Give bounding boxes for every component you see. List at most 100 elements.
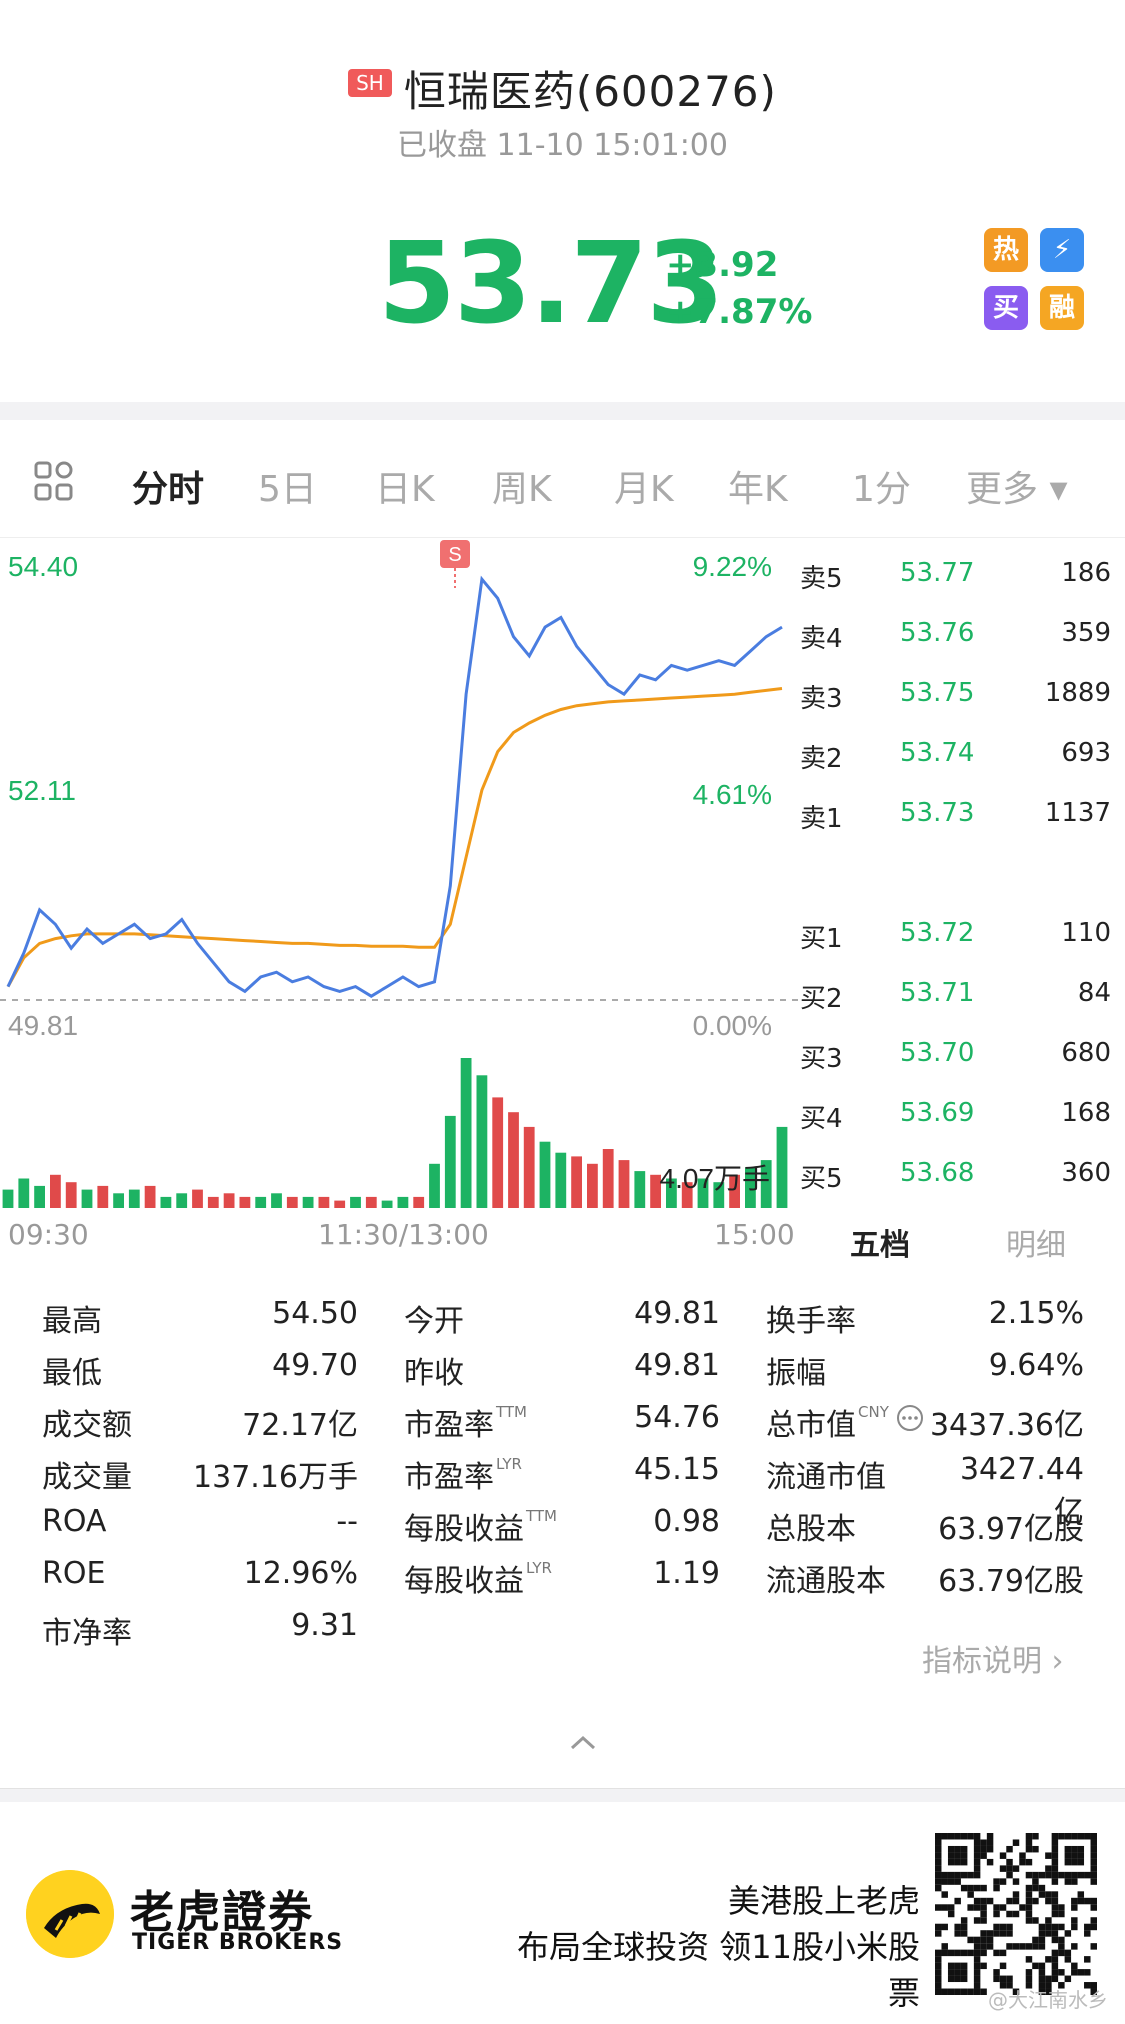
stat-label: 市净率 xyxy=(42,1616,132,1651)
volume-bar xyxy=(776,1126,788,1208)
stat-value: 9.64% xyxy=(988,1348,1084,1383)
stat-label: 换手率 xyxy=(766,1304,856,1339)
volume-bar xyxy=(397,1196,409,1208)
ask-qty: 693 xyxy=(1061,738,1111,768)
volume-bar xyxy=(523,1126,535,1208)
lightning-icon[interactable]: ⚡ xyxy=(1040,228,1084,272)
ask-qty: 359 xyxy=(1061,618,1111,648)
hot-icon[interactable]: 热 xyxy=(984,228,1028,272)
bid-price: 53.72 xyxy=(900,918,975,948)
volume-bar xyxy=(602,1149,614,1208)
bid-price: 53.69 xyxy=(900,1098,975,1128)
layout-grid-icon[interactable] xyxy=(34,461,74,501)
buy-icon[interactable]: 买 xyxy=(984,286,1028,330)
bid-price: 53.68 xyxy=(900,1158,975,1188)
volume-bar xyxy=(650,1174,661,1208)
ask-price: 53.73 xyxy=(900,798,975,828)
ask-row: 卖2 53.74 693 xyxy=(800,738,1125,778)
intraday-chart[interactable]: S 54.40 52.11 49.81 9.22% 4.61% 0.00% 4.… xyxy=(0,540,800,1220)
volume-bar xyxy=(555,1152,567,1208)
volume-bar xyxy=(34,1185,45,1208)
tab-yearly-k[interactable]: 年K xyxy=(728,469,788,510)
tab-trade-detail[interactable]: 明细 xyxy=(1006,1228,1066,1263)
bid-row: 买1 53.72 110 xyxy=(800,918,1125,958)
market-badge: SH xyxy=(348,68,392,97)
stat-value: 54.76 xyxy=(634,1400,720,1435)
stat-value: 0.98 xyxy=(653,1504,720,1539)
ad-tagline: 美港股上老虎 xyxy=(727,1882,920,1920)
watermark: @大江南水乡 xyxy=(988,1988,1108,2012)
volume-bar xyxy=(745,1167,756,1208)
tab-more[interactable]: 更多 ▾ xyxy=(966,469,1068,510)
stat-label: 最高 xyxy=(42,1304,102,1339)
volume-bar xyxy=(350,1196,361,1208)
tab-five-levels[interactable]: 五档 xyxy=(850,1228,910,1263)
tab-daily-k[interactable]: 日K xyxy=(375,469,435,510)
more-info-icon[interactable] xyxy=(896,1404,924,1432)
order-book: 卖5 53.77 186 卖4 53.76 359 卖3 53.75 1889 卖2 53.7… xyxy=(800,540,1125,1220)
ad-promo: 布局全球投资 领11股小米股票 xyxy=(517,1928,920,2012)
margin-icon[interactable]: 融 xyxy=(1040,286,1084,330)
indicator-help-link[interactable]: 指标说明 › xyxy=(922,1644,1064,1679)
volume-bar xyxy=(476,1075,488,1208)
ask-price: 53.76 xyxy=(900,618,975,648)
stat-value: 49.81 xyxy=(634,1296,720,1331)
volume-bar xyxy=(429,1163,440,1208)
volume-bar xyxy=(255,1196,267,1208)
stat-label: 总市值 CNY xyxy=(766,1403,889,1443)
bid-row: 买3 53.70 680 xyxy=(800,1038,1125,1078)
bid-level: 买1 xyxy=(800,924,843,954)
chart-period-tabs xyxy=(0,420,1125,538)
bid-price: 53.70 xyxy=(900,1038,975,1068)
stat-label: 今开 xyxy=(404,1304,464,1339)
volume-bar xyxy=(65,1182,77,1208)
ask-price: 53.77 xyxy=(900,558,975,588)
stat-label: 每股收益 LYR xyxy=(404,1559,552,1599)
stat-value: 12.96% xyxy=(243,1556,358,1591)
volume-bar xyxy=(571,1156,582,1208)
stat-value: 63.79亿股 xyxy=(938,1564,1084,1599)
stat-value: 2.15% xyxy=(988,1296,1084,1331)
stat-value: 3437.36亿 xyxy=(929,1408,1084,1443)
volume-bar xyxy=(492,1097,504,1208)
volume-bar xyxy=(144,1185,156,1208)
bid-qty: 360 xyxy=(1061,1158,1111,1188)
section-divider xyxy=(0,402,1125,420)
footer-divider xyxy=(0,1788,1125,1802)
bid-qty: 84 xyxy=(1077,978,1111,1008)
stat-value: 54.50 xyxy=(272,1296,358,1331)
stat-label: ROA xyxy=(42,1504,107,1539)
ask-qty: 1889 xyxy=(1044,678,1111,708)
ask-qty: 186 xyxy=(1061,558,1111,588)
ask-level: 卖2 xyxy=(800,744,843,774)
tab-1min[interactable]: 1分 xyxy=(852,469,911,510)
stat-label: 市盈率 LYR xyxy=(404,1455,522,1495)
volume-bar xyxy=(223,1193,235,1208)
tab-monthly-k[interactable]: 月K xyxy=(614,469,674,510)
pct-axis-high: 9.22% xyxy=(693,551,772,582)
tab-intraday[interactable]: 分时 xyxy=(132,469,205,510)
ask-level: 卖1 xyxy=(800,804,843,834)
stat-value: 1.19 xyxy=(653,1556,720,1591)
tab-5day[interactable]: 5日 xyxy=(258,469,317,510)
volume-bar xyxy=(508,1112,519,1208)
volume-bar xyxy=(318,1196,330,1208)
y-axis-low: 49.81 xyxy=(8,1010,78,1041)
pct-axis-mid: 4.61% xyxy=(693,779,772,810)
stat-label: 总股本 xyxy=(766,1512,856,1547)
y-axis-mid: 52.11 xyxy=(8,775,76,806)
time-open: 09:30 xyxy=(8,1218,89,1251)
stat-label: 振幅 xyxy=(766,1356,826,1391)
bid-level: 买5 xyxy=(800,1164,843,1194)
tab-weekly-k[interactable]: 周K xyxy=(492,469,552,510)
volume-bar xyxy=(113,1193,124,1208)
stat-label: 流通股本 xyxy=(766,1564,886,1599)
volume-bar xyxy=(302,1196,314,1208)
volume-bar xyxy=(760,1160,772,1208)
stat-label: 市盈率 TTM xyxy=(404,1403,528,1443)
ask-row: 卖1 53.73 1137 xyxy=(800,798,1125,838)
ask-row: 卖4 53.76 359 xyxy=(800,618,1125,658)
stat-value: 72.17亿 xyxy=(242,1408,358,1443)
volume-bar xyxy=(97,1185,109,1208)
collapse-up-icon[interactable] xyxy=(568,1728,598,1758)
